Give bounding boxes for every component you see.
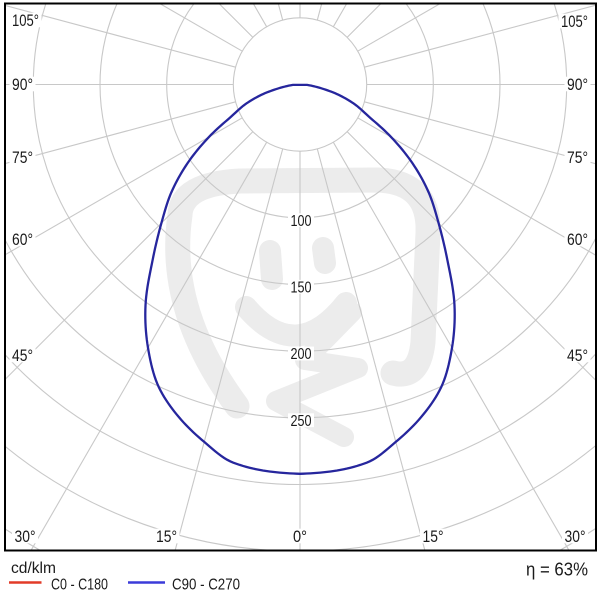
svg-text:15°: 15°	[423, 527, 444, 546]
svg-text:100: 100	[291, 213, 312, 230]
svg-text:90°: 90°	[567, 75, 588, 94]
svg-text:C0 - C180: C0 - C180	[51, 577, 108, 594]
svg-text:60°: 60°	[567, 230, 588, 249]
svg-text:150: 150	[291, 280, 312, 297]
svg-text:90°: 90°	[12, 75, 33, 94]
svg-text:60°: 60°	[12, 230, 33, 249]
svg-text:cd/klm: cd/klm	[11, 560, 56, 577]
svg-text:45°: 45°	[567, 346, 588, 365]
svg-text:75°: 75°	[12, 148, 33, 167]
svg-text:75°: 75°	[567, 148, 588, 167]
svg-text:105°: 105°	[12, 11, 39, 30]
svg-text:30°: 30°	[15, 527, 36, 546]
svg-text:30°: 30°	[565, 527, 586, 546]
svg-text:η = 63%: η = 63%	[526, 560, 588, 580]
svg-text:C90 - C270: C90 - C270	[172, 577, 240, 594]
svg-text:45°: 45°	[12, 346, 33, 365]
svg-text:250: 250	[291, 413, 312, 430]
svg-text:0°: 0°	[293, 527, 307, 546]
svg-text:105°: 105°	[561, 12, 588, 31]
svg-text:200: 200	[291, 346, 312, 363]
svg-text:15°: 15°	[156, 527, 177, 546]
